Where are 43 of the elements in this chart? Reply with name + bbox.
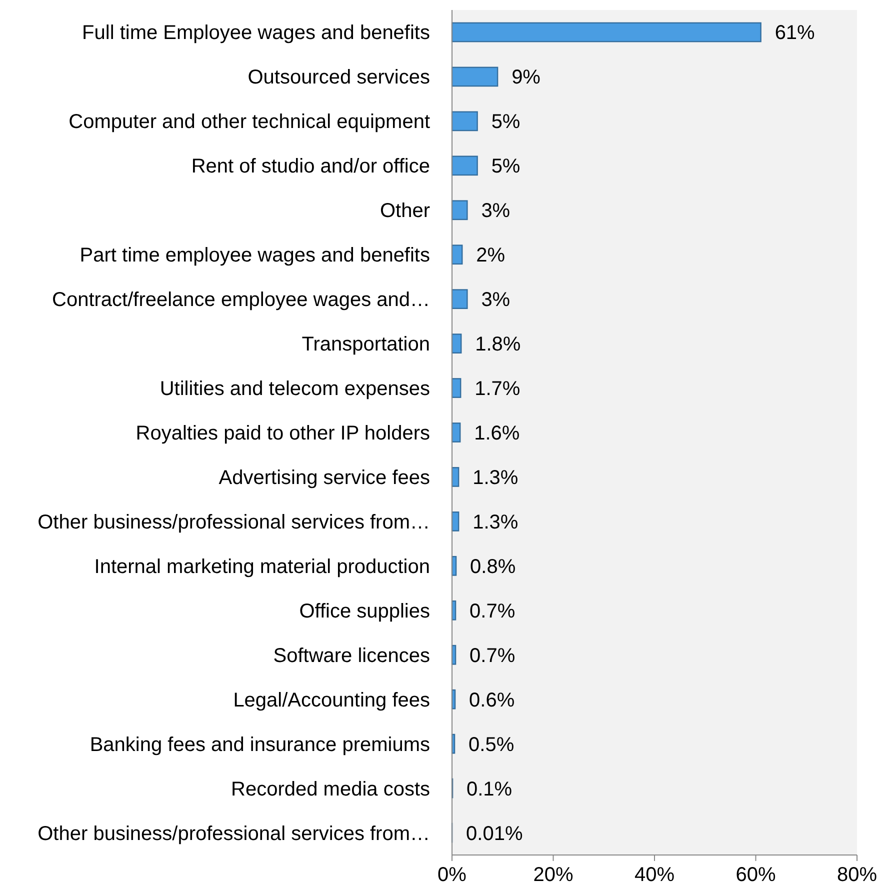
data-label: 1.6% xyxy=(474,422,520,444)
y-tick-label: Other xyxy=(380,200,430,222)
x-tick-label: 20% xyxy=(533,864,574,886)
y-tick-label: Part time employee wages and benefits xyxy=(80,244,430,267)
data-label: 0.01% xyxy=(466,822,523,845)
y-tick-label: Software licences xyxy=(273,644,430,667)
data-label: 0.7% xyxy=(470,600,516,622)
x-tick-label: 80% xyxy=(836,864,878,886)
data-label: 3% xyxy=(481,289,510,312)
y-tick-label: Legal/Accounting fees xyxy=(233,689,430,712)
y-tick-label: Recorded media costs xyxy=(231,778,430,800)
y-tick-label: Full time Employee wages and benefits xyxy=(82,22,430,44)
data-label: 0.5% xyxy=(468,734,514,756)
y-tick-label: Utilities and telecom expenses xyxy=(160,378,430,400)
data-label: 5% xyxy=(491,111,520,134)
data-label: 9% xyxy=(512,66,541,89)
data-label: 61% xyxy=(774,22,816,44)
data-label: 1.8% xyxy=(475,334,521,356)
data-label: 0.7% xyxy=(470,644,516,667)
data-label: 0.1% xyxy=(466,778,512,800)
y-tick-label: Computer and other technical equipment xyxy=(68,111,430,134)
data-label: 1.3% xyxy=(472,466,518,489)
y-tick-label: Outsourced services xyxy=(248,66,430,89)
y-tick-label: Office supplies xyxy=(299,600,430,622)
data-label: 3% xyxy=(481,200,510,222)
data-label: 5% xyxy=(491,156,520,178)
y-tick-label: Other business/professional services from… xyxy=(38,511,430,534)
data-label: 0.8% xyxy=(470,556,516,578)
y-tick-label: Transportation xyxy=(302,334,430,356)
y-tick-label: Other business/professional services from… xyxy=(38,822,430,845)
data-label: 0.6% xyxy=(469,689,515,712)
x-tick-label: 60% xyxy=(736,864,776,886)
data-label: 1.7% xyxy=(474,378,520,400)
data-label: 2% xyxy=(476,244,506,267)
y-tick-label: Banking fees and insurance premiums xyxy=(90,734,430,756)
y-tick-label: Contract/freelance employee wages and… xyxy=(52,289,430,312)
x-tick-label: 0% xyxy=(438,864,467,886)
y-tick-label: Advertising service fees xyxy=(218,466,430,489)
data-label: 1.3% xyxy=(472,511,518,534)
y-tick-label: Internal marketing material production xyxy=(94,556,430,578)
x-tick-label: 40% xyxy=(634,864,675,886)
y-tick-label: Rent of studio and/or office xyxy=(191,156,430,178)
y-tick-label: Royalties paid to other IP holders xyxy=(136,422,430,444)
